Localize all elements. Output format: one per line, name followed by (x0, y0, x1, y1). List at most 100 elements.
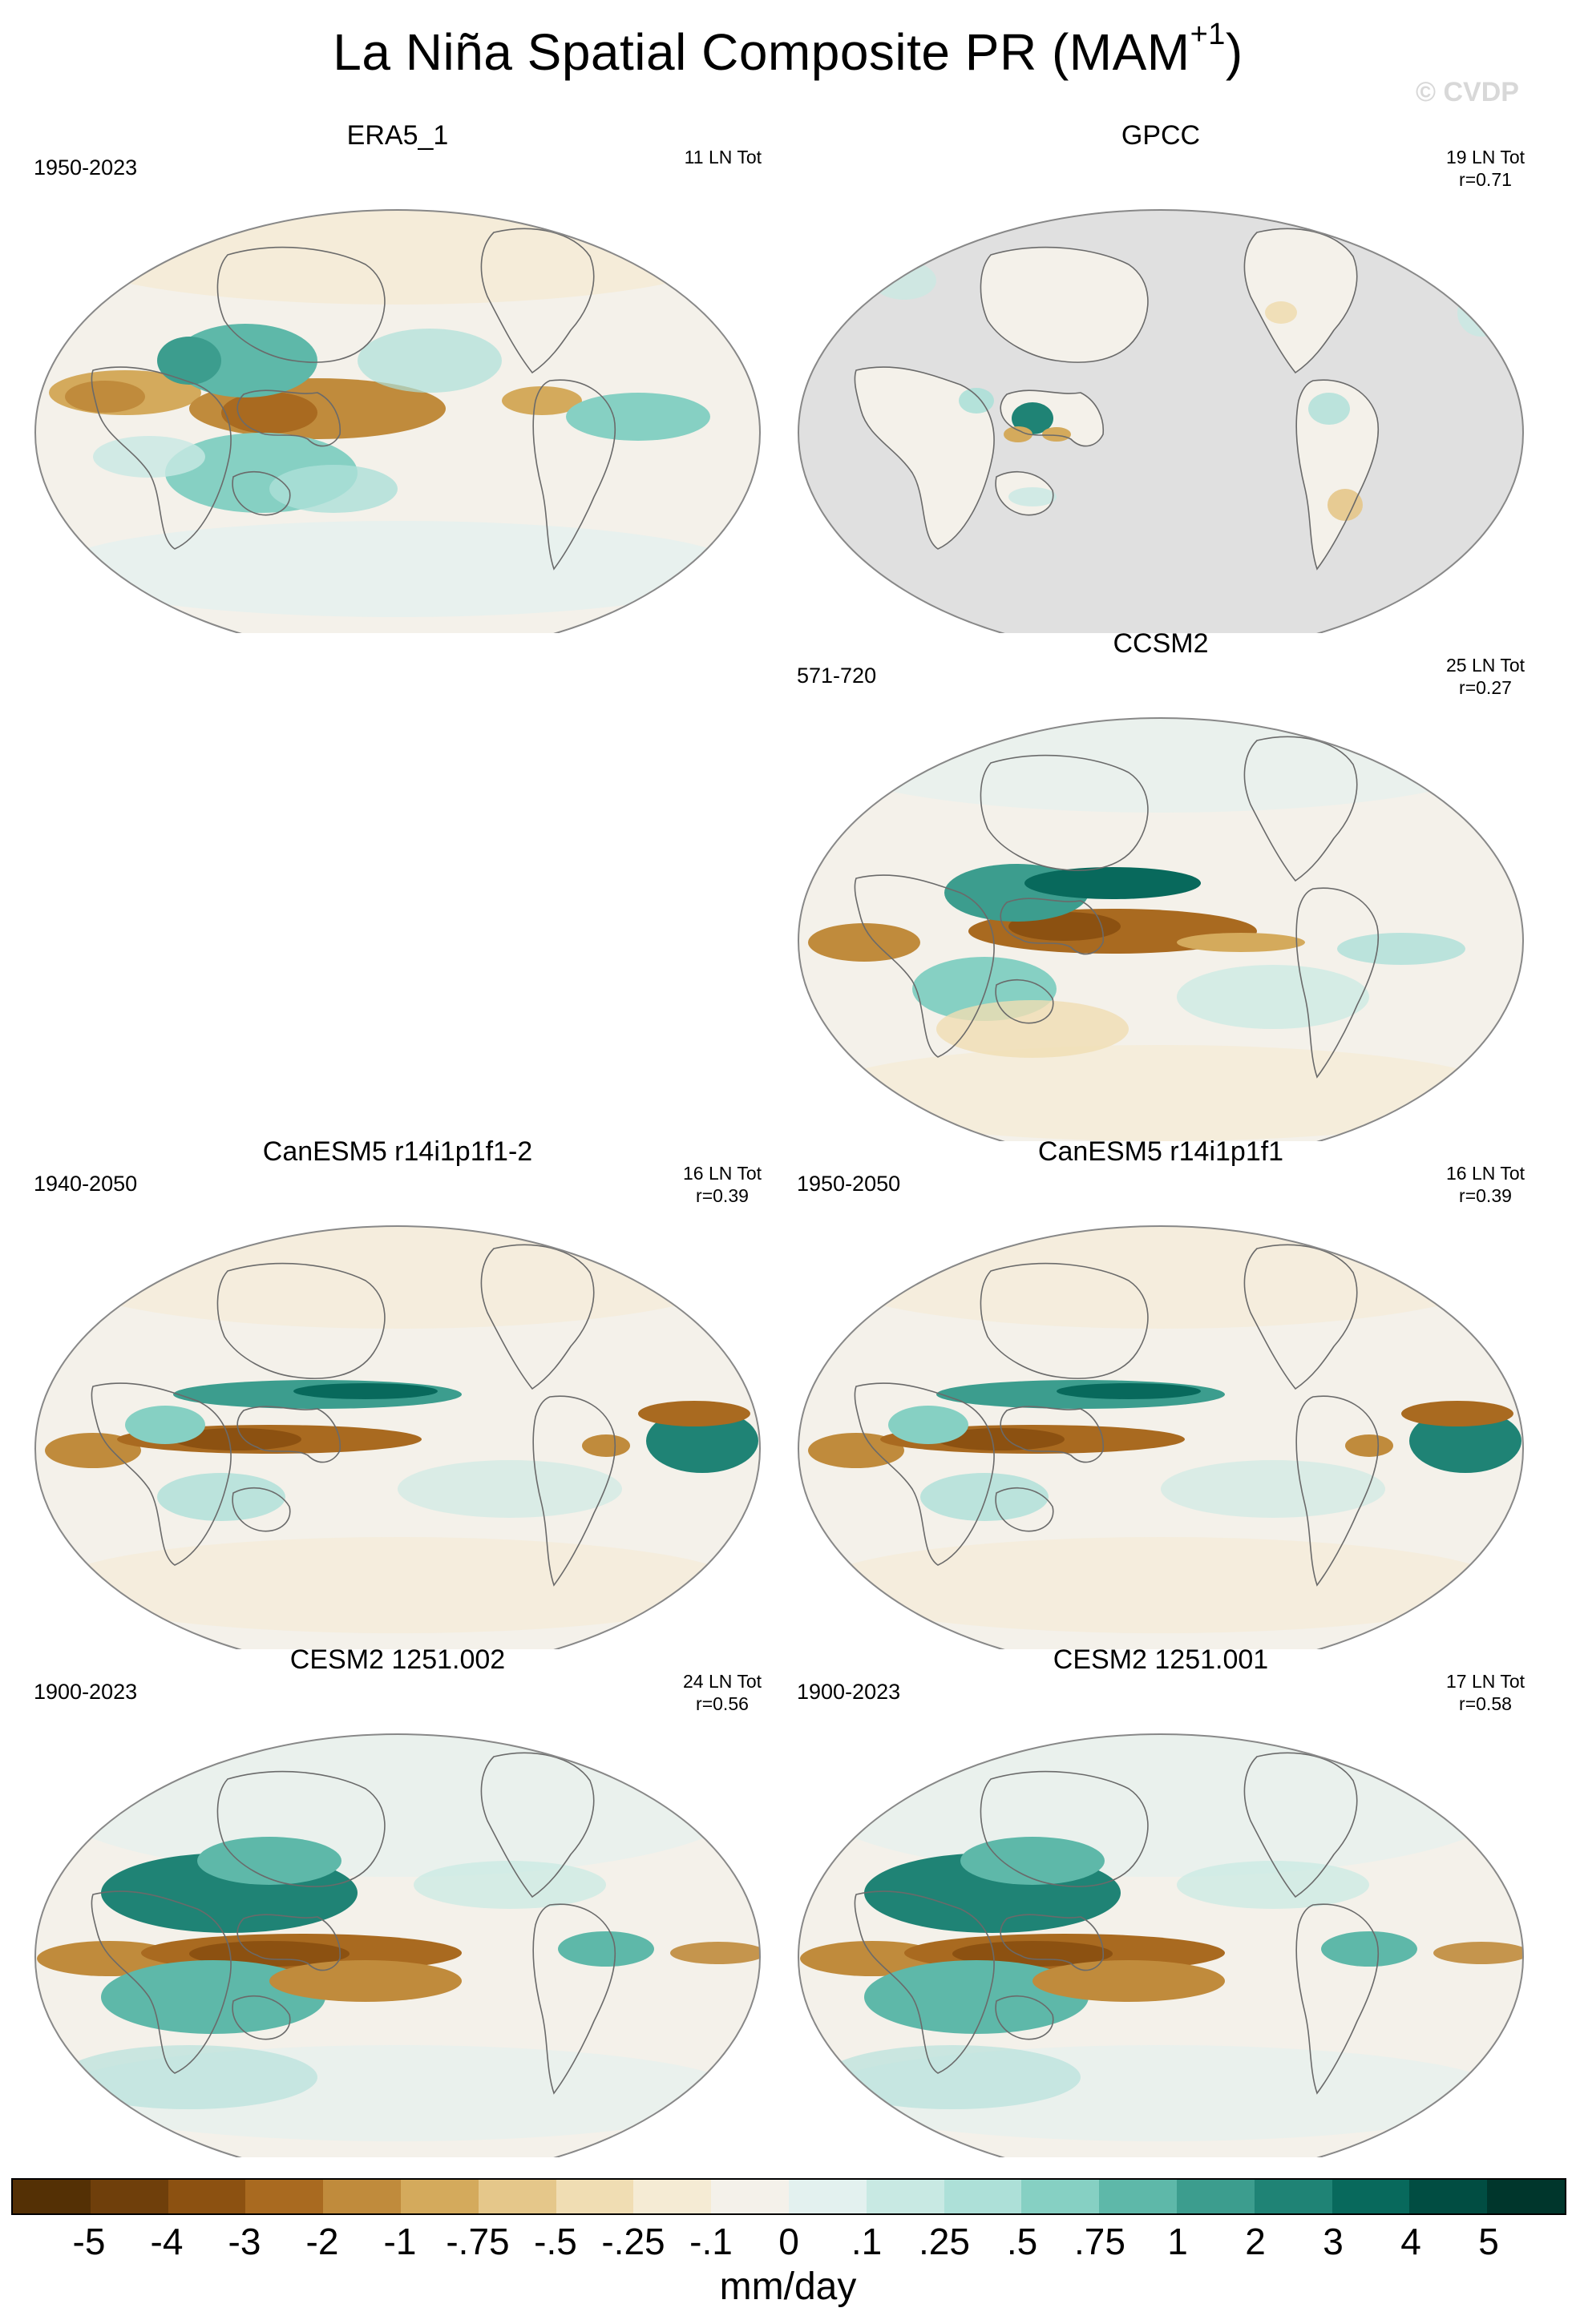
colorbar-tick-label: -.1 (689, 2221, 733, 2262)
colorbar-tick-label: -2 (305, 2221, 339, 2262)
anomaly-blob (414, 1861, 606, 1909)
panel-years: 1900-2023 (34, 1680, 138, 1704)
map-svg (798, 209, 1524, 633)
coastline (980, 754, 1149, 871)
colorbar-swatch (1176, 2180, 1255, 2213)
coastline (236, 1406, 341, 1463)
panel-stats: 11 LN Tot (684, 147, 762, 167)
panel-years: 1940-2050 (34, 1172, 138, 1196)
map-svg (798, 1225, 1524, 1649)
colorbar (11, 2178, 1566, 2215)
anomaly-blob (157, 337, 221, 385)
map-field (798, 1734, 1523, 2157)
coastline (903, 736, 951, 763)
coastline (232, 1487, 291, 1532)
map-field (35, 1734, 760, 2157)
anomaly-blob (53, 521, 742, 617)
coastline (1384, 1753, 1420, 1789)
coastline (532, 379, 616, 571)
colorbar-swatch (1021, 2180, 1100, 2213)
colorbar-swatch (245, 2180, 324, 2213)
coastline (232, 1995, 291, 2040)
anomaly-blob (502, 386, 582, 415)
panel-stats: 17 LN Tot r=0.58 (1445, 1671, 1525, 1714)
anomaly-blob (53, 1537, 742, 1633)
colorbar-tick-label: 3 (1323, 2221, 1344, 2262)
colorbar-swatch (1099, 2180, 1177, 2213)
map-border (798, 717, 1524, 1141)
colorbar-swatch (478, 2180, 556, 2213)
colorbar-tick-label: .25 (919, 2221, 970, 2262)
anomaly-blob (959, 388, 994, 414)
colorbar-tick-label: -3 (228, 2221, 261, 2262)
colorbar-tick-label: -.5 (534, 2221, 577, 2262)
anomaly-blob (872, 261, 936, 300)
anomaly-blob (808, 1433, 904, 1468)
anomaly-blob (1265, 301, 1297, 324)
coastline (995, 1995, 1054, 2040)
colorbar-tick-label: -.75 (446, 2221, 510, 2262)
anomaly-blob (566, 393, 710, 441)
anomaly-blob (582, 1434, 630, 1457)
coastline (980, 246, 1149, 363)
map-field (798, 1226, 1523, 1649)
coastline (1384, 1245, 1420, 1281)
anomaly-blob (61, 2045, 317, 2109)
panel-years: 1900-2023 (797, 1680, 901, 1704)
coastline (91, 366, 232, 550)
land-region (904, 228, 950, 254)
map-border (798, 1225, 1524, 1649)
anomaly-blob (920, 1473, 1049, 1521)
anomaly-blob (1327, 489, 1363, 521)
colorbar-swatch (168, 2180, 246, 2213)
colorbar-swatch (944, 2180, 1022, 2213)
map-field (35, 1226, 760, 1649)
anomaly-blob (816, 1537, 1505, 1633)
coastline (1243, 228, 1358, 374)
coastline (139, 1752, 188, 1779)
anomaly-blob (221, 392, 317, 434)
panel-stats: 19 LN Tot r=0.71 (1445, 147, 1525, 190)
map-panel-era5: ERA5_1 1950-2023 11 LN Tot (29, 120, 766, 633)
coastline (621, 229, 657, 265)
coastline (903, 1244, 951, 1271)
anomaly-blob (1401, 1401, 1513, 1426)
anomaly-blob (101, 1960, 325, 2034)
anomaly-blob (960, 1837, 1105, 1885)
panel-years: 1950-2050 (797, 1172, 901, 1196)
colorbar-labels: -5 -4 -3 -2 -1 -.75 -.5 -.25 -.1 0 .1 .25 .5 .75 1 2 3 4 5 (11, 2220, 1566, 2262)
anomaly-blob (1177, 933, 1305, 952)
coastline (1384, 229, 1420, 265)
map-field (35, 210, 760, 633)
anomaly-blob (936, 1428, 1065, 1450)
colorbar-tick-label: .5 (1006, 2221, 1038, 2262)
anomaly-blob (53, 1734, 742, 1877)
map-border (798, 209, 1524, 633)
coastline (995, 470, 1054, 516)
panel-title: GPCC (1121, 120, 1201, 151)
map-panel-cesm2-1251-002: CESM2 1251.002 1900-2023 24 LN Tot r=0.56 (29, 1644, 766, 2157)
map-field (798, 718, 1523, 1141)
coastline (480, 1244, 595, 1390)
colorbar-tick-label: -1 (383, 2221, 417, 2262)
coastline (532, 1903, 616, 2095)
coastline (903, 228, 951, 255)
coastline (1000, 898, 1105, 955)
anomaly-blob (93, 436, 205, 478)
colorbar-tick-label: 5 (1478, 2221, 1499, 2262)
colorbar-swatch (1332, 2180, 1410, 2213)
coastline (480, 228, 595, 374)
coastline (480, 1752, 595, 1898)
anomaly-blob (269, 465, 398, 513)
coastline (1000, 1406, 1105, 1463)
coastline (216, 1262, 386, 1379)
coastline (621, 1753, 657, 1789)
coastline (854, 1382, 995, 1566)
coastline (216, 246, 386, 363)
coastline (532, 1395, 616, 1587)
coastline (995, 978, 1054, 1024)
map-border (34, 209, 761, 633)
colorbar-tick-label: .1 (851, 2221, 883, 2262)
anomaly-blob (1177, 1861, 1369, 1909)
colorbar-swatch (556, 2180, 634, 2213)
